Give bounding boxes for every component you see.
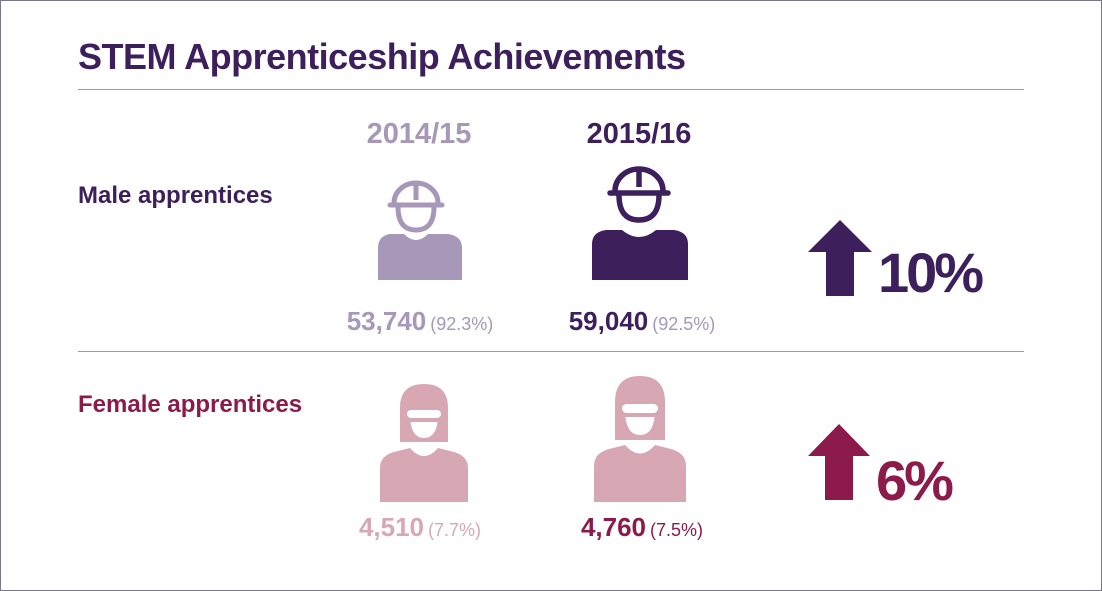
safety-goggles-worker-icon: [380, 384, 468, 502]
female-2014-share: (7.7%): [428, 520, 482, 540]
safety-goggles-worker-icon: [594, 376, 686, 502]
male-2014-count: 53,740: [346, 306, 427, 336]
row-label-female: Female apprentices: [78, 391, 303, 418]
female-2014-count: 4,510: [358, 512, 425, 542]
hard-hat-worker-icon: [592, 166, 688, 280]
row-divider: [78, 351, 1024, 352]
male-2015-count: 59,040: [568, 306, 649, 336]
chart-title: STEM Apprenticeship Achievements: [78, 36, 686, 77]
row-label-male: Male apprentices: [78, 182, 273, 209]
female-2015-share: (7.5%): [650, 520, 704, 540]
female-2015-value: 4,760 (7.5%): [512, 512, 772, 543]
male-2014-share: (92.3%): [430, 314, 494, 334]
female-change-value: 6%: [876, 449, 954, 512]
column-header-2014-15: 2014/15: [366, 118, 472, 150]
male-2014-value: 53,740 (92.3%): [290, 306, 550, 337]
hard-hat-worker-icon: [378, 180, 462, 280]
male-2015-value: 59,040 (92.5%): [512, 306, 772, 337]
column-header-2015-16: 2015/16: [586, 118, 692, 150]
female-2014-value: 4,510 (7.7%): [290, 512, 550, 543]
arrow-up-icon: [808, 424, 870, 500]
female-2015-count: 4,760: [580, 512, 647, 542]
arrow-up-icon: [808, 220, 872, 296]
male-change-value: 10%: [878, 241, 984, 304]
title-divider: [78, 89, 1024, 90]
male-2015-share: (92.5%): [652, 314, 716, 334]
